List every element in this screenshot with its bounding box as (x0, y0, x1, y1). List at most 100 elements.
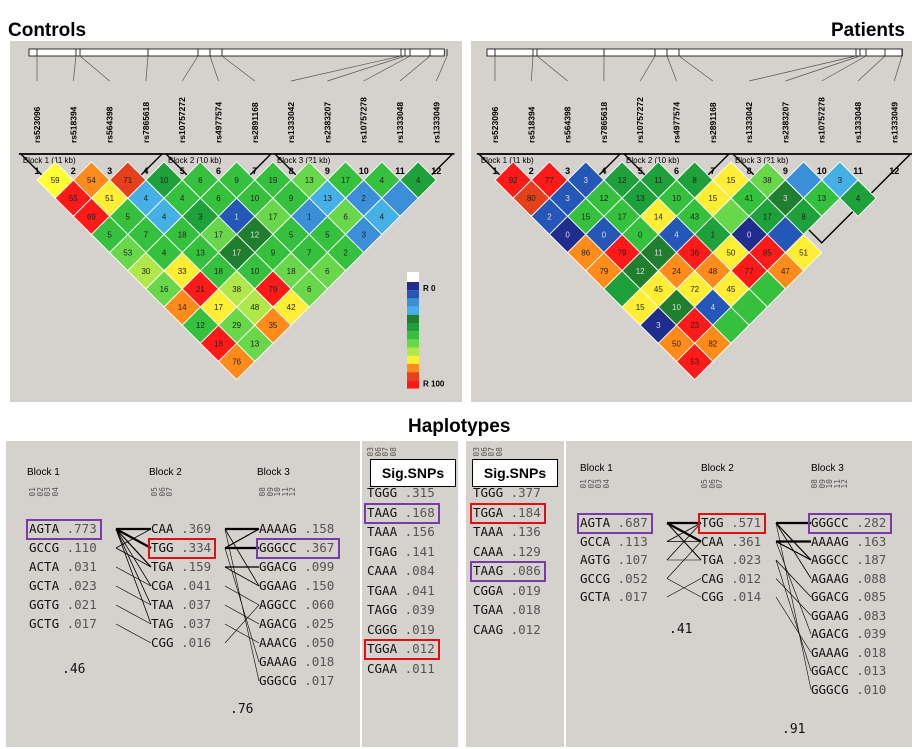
haplotype-link (666, 522, 702, 561)
haplotype-row: TGGA .012 (367, 641, 435, 656)
ld-block-label: Block 2 (10 kb) (168, 156, 222, 165)
haplotype-frequency: .141 (397, 543, 435, 559)
snp-connector-line (363, 55, 411, 82)
haplotype-frequency: .014 (723, 589, 762, 604)
haplotype-link (775, 559, 812, 598)
marker-number: 10 (817, 166, 827, 176)
ld-cell-value: 10 (672, 303, 681, 312)
haplotype-row: AGACG .039 (811, 626, 886, 641)
ld-cell-value: 17 (763, 212, 772, 221)
ld-cell-value: 7 (307, 249, 312, 258)
haplotype-link (224, 528, 260, 587)
haplotype-link (775, 522, 812, 579)
ld-cell-value: 4 (674, 230, 679, 239)
ld-cell-value: 4 (416, 176, 421, 185)
haplotype-link (775, 522, 812, 690)
haplotype-frequency: .019 (397, 621, 435, 637)
haplotype-row: GGACG .085 (811, 589, 886, 604)
ld-cell-value: 0 (565, 230, 570, 239)
ld-cell-value: 17 (232, 249, 241, 258)
marker-number: 6 (674, 166, 679, 176)
snp-label: rs518394 (526, 106, 536, 143)
snp-connector-line (678, 55, 714, 82)
haplotype-row: TGAG .141 (367, 544, 435, 559)
haplotype-frequency: .150 (296, 578, 335, 593)
haplotype-frequency: .158 (296, 521, 335, 536)
haplotype-link (666, 578, 702, 598)
marker-index-label: 04 (601, 479, 611, 489)
haplotype-frequency: .136 (503, 524, 541, 539)
haplotype-frequency: .163 (848, 533, 887, 549)
haplotype-sequence: TAAA (473, 524, 504, 539)
haplotype-frequency: .086 (503, 563, 541, 578)
haplotype-link (224, 585, 260, 606)
haplotype-sequence: GCTA (29, 578, 60, 593)
ld-cell-value: 3 (565, 194, 570, 203)
snp-label: rs7865618 (599, 102, 609, 143)
haplotype-sequence: TGAG (367, 543, 398, 559)
haplotype-sequence: GGGCC (811, 515, 849, 530)
haplotype-sequence: AGTG (580, 552, 611, 567)
haplotype-row: ACTA .031 (29, 559, 97, 574)
haplotype-sequence: CAAA (367, 563, 398, 578)
haplotype-sequence: AGGCC (259, 597, 297, 612)
haplotype-panel-patients: Block 1 Block 2 Block 3 01 02 03 04 05 06 07 … (566, 441, 912, 747)
haplotype-row: GCCA .113 (580, 534, 648, 549)
ld-cell-value: 77 (545, 176, 554, 185)
ld-cell-value: 59 (51, 176, 60, 185)
marker-index-label: 12 (840, 479, 850, 489)
legend-swatch (407, 306, 419, 315)
haplotype-row: AAAAG .163 (811, 534, 886, 549)
block2-label: Block 2 (701, 463, 734, 474)
haplotype-link (666, 541, 702, 579)
haplotype-link (775, 578, 812, 616)
ld-cell-value: 4 (856, 194, 861, 203)
haplotype-sequence: TGGG (367, 485, 398, 500)
ld-cell-value: 42 (287, 303, 296, 312)
haplotype-row: GGGCG .017 (259, 673, 334, 688)
snp-label: rs1333049 (431, 102, 441, 143)
haplotype-row: CGG .014 (701, 589, 761, 604)
ld-cell-value: 47 (781, 267, 790, 276)
haplotype-frequency: .083 (848, 607, 887, 623)
ld-cell-value: 3 (361, 230, 366, 239)
snp-label: rs518394 (68, 106, 78, 143)
block1-label: Block 1 (580, 463, 613, 474)
haplotype-sequence: TAGG (367, 602, 398, 617)
ld-cell-value: 17 (214, 230, 223, 239)
ld-cell-value: 14 (654, 212, 663, 221)
ld-cell-value: 0 (602, 230, 607, 239)
block3-label: Block 3 (257, 467, 290, 478)
ld-cell-value: 10 (160, 176, 169, 185)
haplotype-link (775, 596, 812, 653)
ld-plot-group: rs523096 1 rs518394 2 rs564398 3 rs7865618 4 rs1… (476, 48, 912, 381)
ld-cell-value: 54 (87, 176, 96, 185)
ld-cell-value: 5 (325, 230, 330, 239)
haplotype-row: AGGCC .060 (259, 597, 334, 612)
ld-cell-value: 43 (690, 212, 699, 221)
snp-connector-line (72, 55, 77, 82)
haplotype-frequency: .023 (59, 578, 97, 593)
haplotype-panel-controls: Block 1 Block 2 Block 3 01 02 03 04 05 06 07 … (6, 441, 360, 747)
haplotype-sequence: TGA (151, 559, 174, 574)
snp-label: rs564398 (563, 106, 573, 143)
haplotype-link (775, 522, 812, 561)
ld-cell-value: 53 (123, 249, 132, 258)
crossing-value-2: .91 (782, 722, 806, 737)
ld-cell-value: 2 (547, 212, 552, 221)
haplotype-row: GGACC .013 (811, 663, 886, 678)
ld-cell-value: 4 (380, 176, 385, 185)
haplotype-link (115, 528, 152, 568)
ld-cell-value: 45 (726, 285, 735, 294)
haplotype-sequence: TGG (701, 515, 724, 530)
haplotype-sequence: TGA (701, 552, 724, 567)
marker-number: 2 (529, 166, 534, 176)
haplotype-sequence: CAA (151, 521, 174, 536)
ld-cell-value: 6 (343, 212, 348, 221)
ld-cell-value: 71 (123, 176, 132, 185)
haplotype-frequency: .018 (848, 644, 887, 660)
ld-cell-value: 1 (711, 230, 716, 239)
haplotype-link (224, 528, 260, 682)
patients-ld-plot: rs523096 1 rs518394 2 rs564398 3 rs7865618 4 rs1… (476, 48, 912, 381)
ld-cell-value: 12 (636, 267, 645, 276)
